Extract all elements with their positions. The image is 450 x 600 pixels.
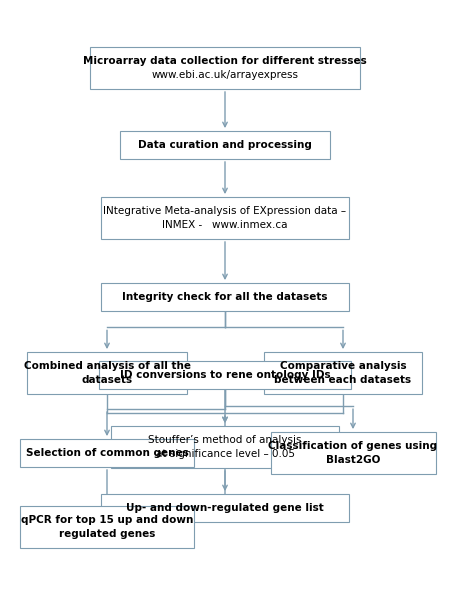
Text: www.ebi.ac.uk/arrayexpress: www.ebi.ac.uk/arrayexpress [152,70,298,80]
Text: Selection of common genes: Selection of common genes [26,448,189,458]
Text: ID conversions to rene ontology IDs: ID conversions to rene ontology IDs [120,370,330,380]
Text: Data curation and processing: Data curation and processing [138,140,312,150]
FancyBboxPatch shape [101,283,349,311]
Text: qPCR for top 15 up and down: qPCR for top 15 up and down [21,515,193,525]
Text: Microarray data collection for different stresses: Microarray data collection for different… [83,56,367,66]
Text: Integrity check for all the datasets: Integrity check for all the datasets [122,292,328,302]
FancyBboxPatch shape [90,47,360,89]
FancyBboxPatch shape [99,361,351,389]
Text: Stouffer’s method of analysis: Stouffer’s method of analysis [148,435,302,445]
Text: Up- and down-regulated gene list: Up- and down-regulated gene list [126,503,324,513]
Text: INMEX -   www.inmex.ca: INMEX - www.inmex.ca [162,220,288,230]
Text: Blast2GO: Blast2GO [326,455,380,465]
FancyBboxPatch shape [111,426,339,468]
FancyBboxPatch shape [264,352,422,394]
Text: INtegrative Meta-analysis of EXpression data –: INtegrative Meta-analysis of EXpression … [104,206,346,216]
Text: Comparative analysis: Comparative analysis [280,361,406,371]
FancyBboxPatch shape [27,352,187,394]
FancyBboxPatch shape [20,439,194,467]
FancyBboxPatch shape [101,197,349,239]
FancyBboxPatch shape [20,506,194,548]
Text: Classification of genes using: Classification of genes using [269,441,437,451]
Text: regulated genes: regulated genes [59,529,155,539]
Text: at significance level – 0.05: at significance level – 0.05 [156,449,294,459]
Text: datasets: datasets [81,375,133,385]
FancyBboxPatch shape [270,432,436,474]
FancyBboxPatch shape [101,494,349,522]
Text: between each datasets: between each datasets [274,375,412,385]
FancyBboxPatch shape [120,131,330,159]
Text: Combined analysis of all the: Combined analysis of all the [23,361,190,371]
